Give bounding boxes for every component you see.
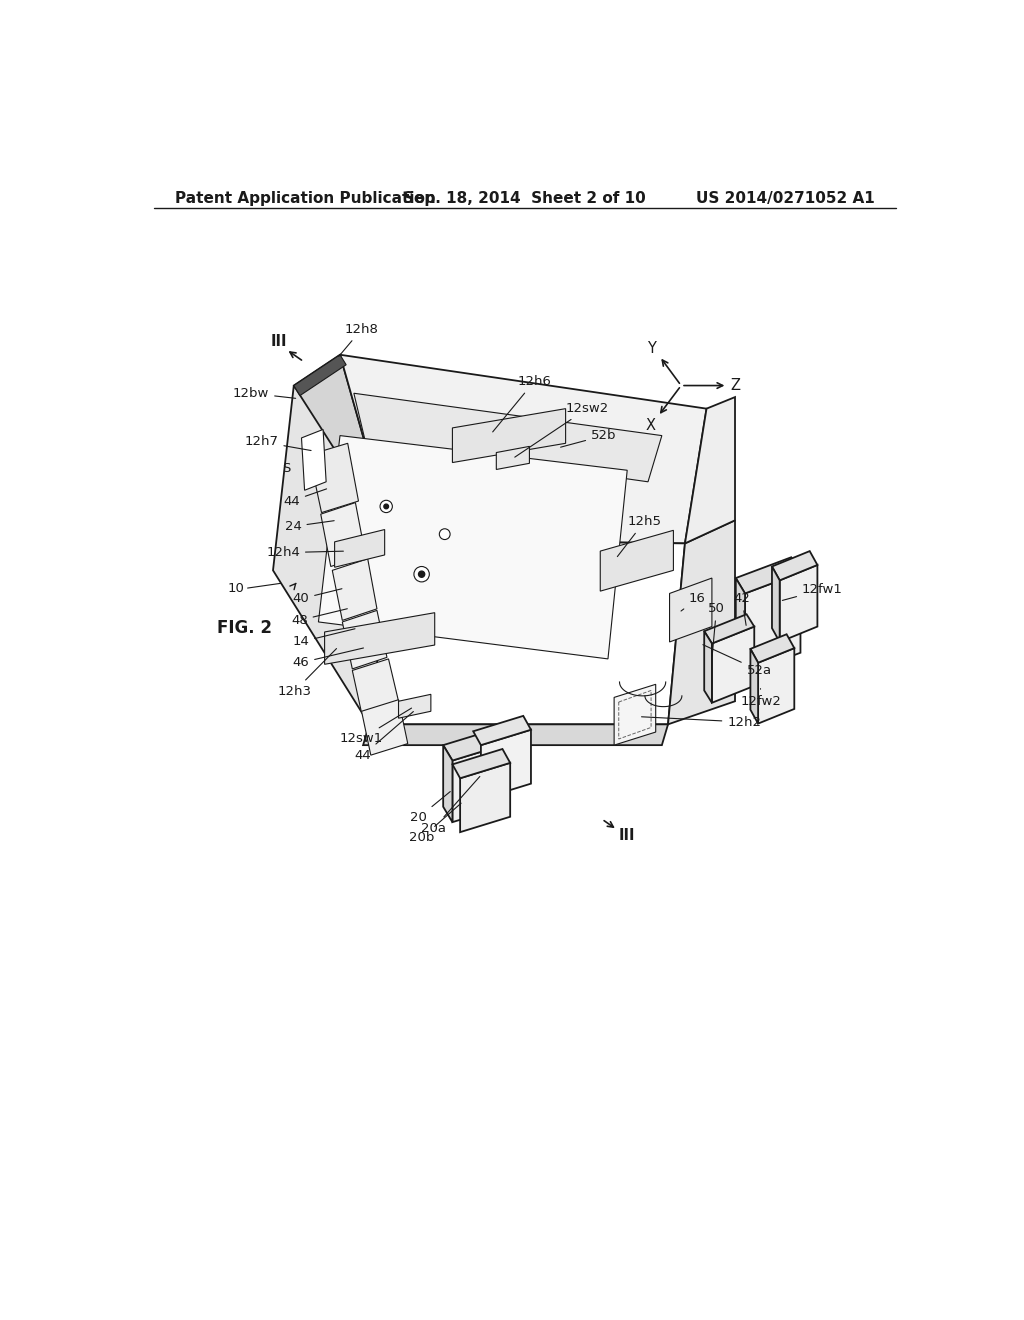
Text: 16: 16 [681,593,706,611]
Polygon shape [294,355,346,396]
Text: III: III [618,829,635,843]
Text: 12h2: 12h2 [641,715,761,729]
Polygon shape [705,631,712,702]
Polygon shape [751,649,758,723]
Circle shape [380,500,392,512]
Text: 12h5: 12h5 [617,515,662,557]
Polygon shape [705,614,755,644]
Text: 52b: 52b [560,429,616,447]
Polygon shape [745,573,801,673]
Text: Y: Y [647,341,656,356]
Text: 44: 44 [354,711,414,762]
Text: 10: 10 [227,582,245,594]
Polygon shape [321,503,366,566]
Circle shape [439,529,451,540]
Polygon shape [772,552,817,581]
Polygon shape [301,429,326,490]
Text: 24: 24 [285,520,334,533]
Text: US 2014/0271052 A1: US 2014/0271052 A1 [695,191,874,206]
Text: 12h7: 12h7 [245,436,311,450]
Text: 20a: 20a [421,776,480,834]
Text: 48: 48 [291,609,347,627]
Polygon shape [497,446,529,470]
Text: 46: 46 [293,648,364,669]
Text: S: S [283,462,291,475]
Polygon shape [460,763,510,832]
Text: Sep. 18, 2014  Sheet 2 of 10: Sep. 18, 2014 Sheet 2 of 10 [403,191,646,206]
Text: 20b: 20b [410,803,461,843]
Polygon shape [614,684,655,744]
Polygon shape [670,578,712,642]
Polygon shape [736,557,801,594]
Text: III: III [270,334,287,350]
Polygon shape [600,531,674,591]
Text: X: X [645,418,655,433]
Polygon shape [354,393,662,482]
Polygon shape [453,743,508,822]
Polygon shape [361,700,408,755]
Circle shape [414,566,429,582]
Polygon shape [473,715,531,744]
Text: 44: 44 [284,488,327,508]
Text: 12h4: 12h4 [266,546,343,560]
Polygon shape [453,748,510,779]
Polygon shape [481,730,531,799]
Polygon shape [325,612,435,664]
Text: 14: 14 [292,628,355,648]
Text: 12sw2: 12sw2 [515,403,609,457]
Text: 12h6: 12h6 [493,375,551,432]
Circle shape [419,572,425,577]
Polygon shape [453,409,565,462]
Polygon shape [443,729,508,760]
Polygon shape [685,397,735,544]
Text: 50: 50 [708,602,725,656]
Polygon shape [309,444,358,512]
Polygon shape [772,566,779,642]
Polygon shape [318,436,628,659]
Text: 12fw2: 12fw2 [740,689,781,708]
Polygon shape [335,529,385,568]
Polygon shape [294,355,392,570]
Polygon shape [779,565,817,642]
Polygon shape [352,659,398,713]
Text: 20: 20 [411,792,451,824]
Polygon shape [736,578,745,673]
Text: Z: Z [730,378,740,393]
Text: 12h3: 12h3 [278,648,337,698]
Text: 52a: 52a [702,644,772,677]
Polygon shape [668,520,735,725]
Polygon shape [333,558,377,620]
Polygon shape [751,635,795,663]
Polygon shape [340,355,707,544]
Polygon shape [758,648,795,723]
Polygon shape [370,540,685,725]
Text: 40: 40 [293,589,342,606]
Text: 12sw1: 12sw1 [340,708,412,744]
Text: 12fw1: 12fw1 [782,583,843,601]
Text: 12bw: 12bw [232,387,296,400]
Polygon shape [342,610,387,669]
Polygon shape [273,385,392,725]
Polygon shape [712,627,755,702]
Text: FIG. 2: FIG. 2 [217,619,271,638]
Polygon shape [443,744,453,822]
Text: 12h8: 12h8 [339,323,379,356]
Text: 42: 42 [733,593,751,626]
Polygon shape [364,725,668,744]
Text: Patent Application Publication: Patent Application Publication [175,191,436,206]
Polygon shape [398,694,431,718]
Circle shape [384,504,388,508]
